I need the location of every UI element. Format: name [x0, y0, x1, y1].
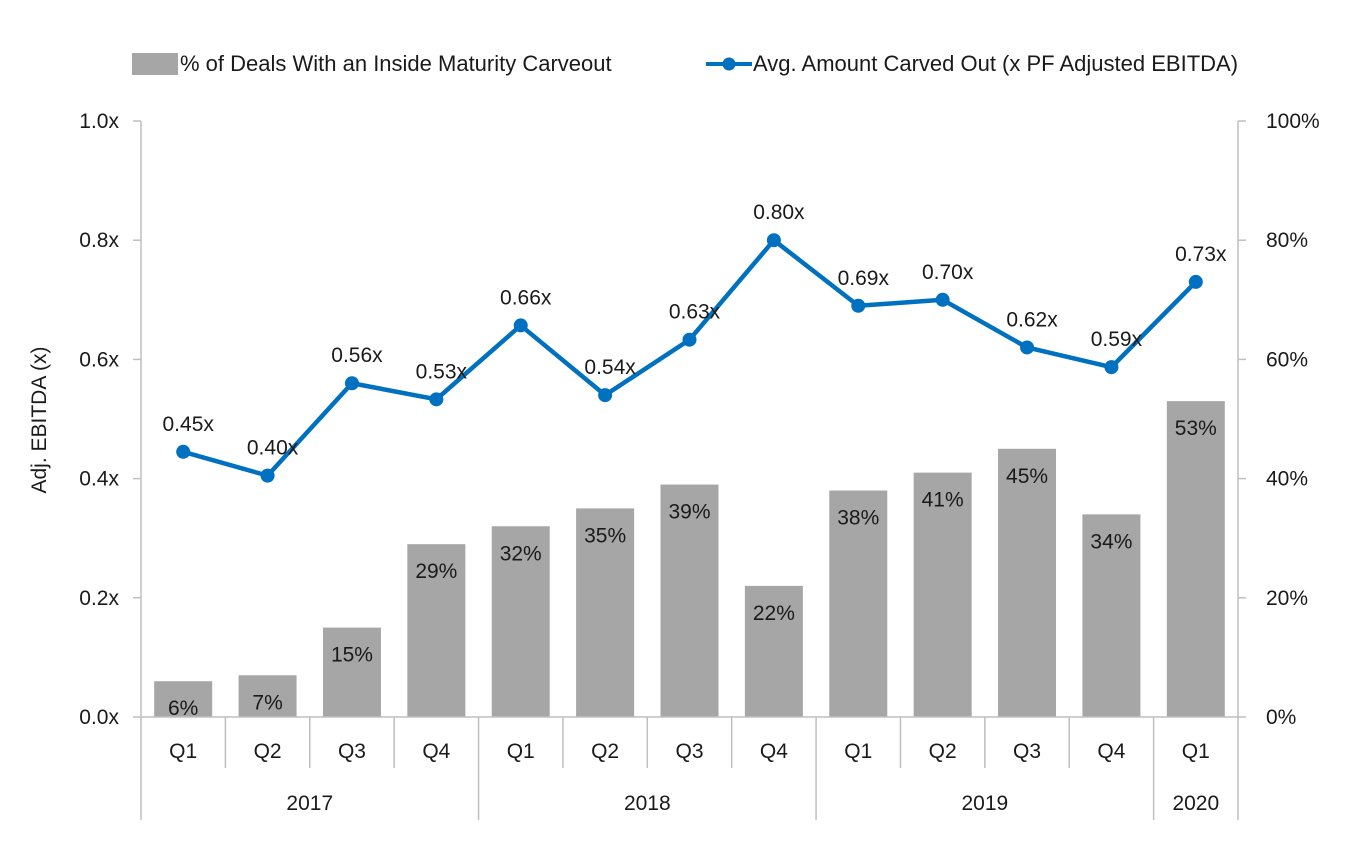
legend: % of Deals With an Inside Maturity Carve… — [132, 51, 1238, 76]
line-data-label: 0.40x — [247, 437, 299, 460]
line-data-label: 0.63x — [669, 301, 721, 324]
bar-series — [154, 401, 1225, 717]
line-data-label: 0.45x — [163, 413, 215, 436]
bar — [322, 627, 381, 717]
line-data-label: 0.80x — [753, 201, 805, 224]
bar-data-label: 7% — [252, 691, 282, 714]
y-axis-title: Adj. EBITDA (x) — [28, 346, 51, 493]
bar-data-label: 29% — [415, 560, 457, 583]
axes: 0.0x 0.2x 0.4x 0.6x 0.8x 1.0x 0% 20% 40% 60% 80% 10… — [79, 110, 1319, 729]
bar — [744, 585, 803, 717]
year-label: 2017 — [286, 792, 333, 815]
line-point — [682, 332, 697, 347]
category-label: Q1 — [1182, 740, 1210, 763]
line-data-label: 0.59x — [1091, 328, 1143, 351]
legend-line-label: Avg. Amount Carved Out (x PF Adjusted EB… — [753, 51, 1238, 76]
bar-data-label: 22% — [753, 602, 795, 625]
line-series — [176, 233, 1203, 483]
year-label: 2019 — [961, 792, 1008, 815]
year-label: 2018 — [624, 792, 671, 815]
left-tick-label: 0.6x — [79, 348, 119, 371]
bar — [576, 508, 635, 717]
legend-bar-swatch — [132, 53, 178, 75]
line-data-label: 0.66x — [500, 286, 552, 309]
bar — [660, 484, 719, 717]
bar — [238, 675, 297, 717]
category-label: Q2 — [254, 740, 282, 763]
line-point — [851, 298, 866, 313]
line-point — [1104, 360, 1119, 375]
left-tick-label: 1.0x — [79, 110, 119, 133]
bar-data-label: 41% — [922, 489, 964, 512]
right-tick-label: 0% — [1266, 706, 1296, 729]
right-tick-label: 80% — [1266, 229, 1308, 252]
legend-bar-label: % of Deals With an Inside Maturity Carve… — [180, 51, 612, 76]
bar — [1166, 401, 1225, 717]
bar-data-label: 53% — [1175, 417, 1217, 440]
bar-data-label: 6% — [168, 697, 198, 720]
line-point — [513, 318, 528, 333]
bar-data-label: 38% — [837, 507, 879, 530]
right-tick-label: 60% — [1266, 348, 1308, 371]
category-label: Q4 — [1097, 740, 1125, 763]
category-label: Q3 — [338, 740, 366, 763]
right-tick-label: 100% — [1266, 110, 1320, 133]
line-data-label: 0.70x — [922, 261, 974, 284]
category-label: Q1 — [169, 740, 197, 763]
bar — [491, 526, 550, 717]
category-label: Q4 — [760, 740, 788, 763]
line-point — [766, 233, 781, 248]
line-point — [1188, 274, 1203, 289]
bar-data-label: 39% — [668, 501, 710, 524]
right-tick-label: 40% — [1266, 468, 1308, 491]
left-tick-label: 0.8x — [79, 229, 119, 252]
category-label: Q2 — [929, 740, 957, 763]
line-point — [429, 392, 444, 407]
line-point — [176, 444, 191, 459]
line-point — [344, 376, 359, 391]
line-data-label: 0.73x — [1175, 243, 1227, 266]
legend-line-marker — [722, 57, 736, 71]
category-axis: Q1 Q2 Q3 Q4 Q1 Q2 Q3 Q4 Q1 Q2 Q3 Q4 Q1 2017 2018 2019 20… — [140, 716, 1239, 820]
left-tick-label: 0.4x — [79, 468, 119, 491]
bar — [1082, 514, 1141, 717]
line-point — [1020, 340, 1035, 355]
category-label: Q1 — [844, 740, 872, 763]
left-tick-label: 0.0x — [79, 706, 119, 729]
bar — [154, 681, 213, 717]
bar-labels: 6% 7% 15% 29% 32% 35% 39% 22% 38% 41% 45% 34% 53% — [168, 417, 1217, 720]
year-label: 2020 — [1172, 792, 1219, 815]
line-labels: 0.45x 0.40x 0.56x 0.53x 0.66x 0.54x 0.63x 0.80x… — [163, 201, 1227, 459]
right-tick-label: 20% — [1266, 587, 1308, 610]
category-label: Q1 — [507, 740, 535, 763]
line-data-label: 0.53x — [416, 360, 468, 383]
category-label: Q3 — [675, 740, 703, 763]
line-data-label: 0.62x — [1006, 308, 1058, 331]
category-label: Q3 — [1013, 740, 1041, 763]
category-label: Q4 — [422, 740, 450, 763]
bar — [913, 472, 972, 717]
bar-data-label: 15% — [331, 644, 373, 667]
bar-data-label: 32% — [500, 542, 542, 565]
line-data-label: 0.56x — [331, 344, 383, 367]
category-label: Q2 — [591, 740, 619, 763]
line-point — [935, 292, 950, 307]
bar-data-label: 34% — [1090, 530, 1132, 553]
line-data-label: 0.69x — [838, 267, 890, 290]
line-point — [260, 468, 275, 483]
bar-data-label: 45% — [1006, 465, 1048, 488]
line-point — [598, 388, 613, 403]
line-data-label: 0.54x — [584, 356, 636, 379]
bar — [998, 448, 1057, 717]
bar — [829, 490, 888, 717]
left-tick-label: 0.2x — [79, 587, 119, 610]
bar — [407, 544, 466, 717]
bar-data-label: 35% — [584, 524, 626, 547]
